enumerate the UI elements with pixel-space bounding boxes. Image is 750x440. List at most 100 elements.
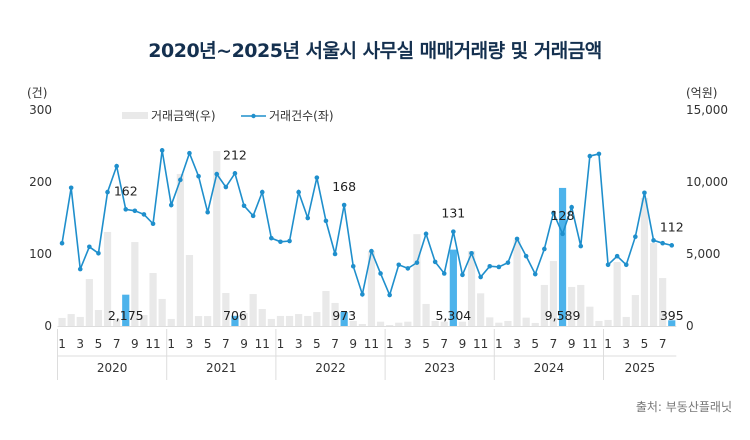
count-point xyxy=(496,264,502,270)
legend-line-label: 거래건수(좌) xyxy=(269,109,334,123)
bar xyxy=(504,320,512,326)
month-tick: 5 xyxy=(422,337,430,351)
month-tick: 11 xyxy=(473,337,488,351)
count-point xyxy=(642,190,647,196)
count-point xyxy=(232,171,238,176)
count-point xyxy=(314,175,320,180)
bar xyxy=(85,279,93,326)
count-point xyxy=(259,189,265,195)
year-label: 2025 xyxy=(625,361,656,375)
month-tick: 3 xyxy=(513,337,521,351)
bar xyxy=(204,316,212,326)
amount-label: 9,589 xyxy=(545,308,581,323)
bar xyxy=(386,324,394,326)
count-point xyxy=(59,240,65,246)
month-tick: 1 xyxy=(167,337,175,351)
count-point xyxy=(305,215,311,221)
month-tick: 3 xyxy=(622,337,630,351)
month-tick: 7 xyxy=(331,337,339,351)
bar-highlight xyxy=(558,187,567,326)
count-point xyxy=(105,189,110,195)
count-label: 131 xyxy=(441,206,465,221)
bar xyxy=(376,321,385,326)
count-point xyxy=(514,236,520,242)
month-tick: 3 xyxy=(295,337,303,351)
bar-highlight xyxy=(668,320,676,326)
bar xyxy=(304,315,312,326)
month-tick: 11 xyxy=(582,337,597,351)
month-tick: 9 xyxy=(240,337,248,351)
month-tick: 7 xyxy=(550,337,558,351)
count-point xyxy=(341,202,347,208)
count-label: 128 xyxy=(551,208,575,223)
legend-line-marker xyxy=(251,113,256,119)
month-tick: 5 xyxy=(641,337,649,351)
bar xyxy=(404,321,412,326)
count-point xyxy=(223,184,229,190)
bar xyxy=(185,255,194,326)
count-point xyxy=(141,212,147,217)
count-point xyxy=(159,148,165,153)
month-tick: 1 xyxy=(604,337,612,351)
count-point xyxy=(214,171,220,177)
bar xyxy=(640,197,649,326)
bar xyxy=(659,278,667,326)
source-note: 출처: 부동산플래닛 xyxy=(635,400,732,414)
left-axis-unit: (건) xyxy=(27,86,47,100)
bar-highlight xyxy=(122,294,130,326)
count-point xyxy=(569,204,574,210)
bar xyxy=(595,320,603,326)
bar xyxy=(258,309,266,326)
count-point xyxy=(633,234,638,240)
month-tick: 5 xyxy=(204,337,212,351)
count-point xyxy=(123,207,129,212)
bar xyxy=(495,322,503,326)
count-point xyxy=(441,271,447,276)
amount-label: 2,175 xyxy=(108,308,144,323)
count-line xyxy=(61,150,672,298)
count-label: 168 xyxy=(332,179,356,194)
right-axis-tick: 15,000 xyxy=(686,103,728,117)
bar xyxy=(194,316,203,326)
bar xyxy=(549,261,558,326)
bar xyxy=(103,231,112,326)
bar xyxy=(486,317,494,326)
bar xyxy=(67,314,75,326)
bar xyxy=(513,240,521,326)
count-label: 112 xyxy=(660,219,684,234)
month-tick: 9 xyxy=(568,337,576,351)
month-tick: 11 xyxy=(145,337,160,351)
bar xyxy=(349,320,357,326)
month-tick: 3 xyxy=(186,337,194,351)
count-point xyxy=(241,203,247,209)
count-point xyxy=(623,262,629,268)
count-point xyxy=(396,262,402,268)
bar xyxy=(285,315,294,326)
count-point xyxy=(114,163,119,169)
month-tick: 11 xyxy=(364,337,379,351)
month-tick: 9 xyxy=(131,337,139,351)
bar xyxy=(240,313,248,326)
bar xyxy=(295,314,303,326)
month-tick: 3 xyxy=(76,337,84,351)
count-point xyxy=(196,173,201,179)
count-point xyxy=(296,189,301,195)
bar xyxy=(631,295,639,326)
bar xyxy=(458,321,467,326)
month-tick: 1 xyxy=(58,337,66,351)
month-tick: 5 xyxy=(531,337,539,351)
month-tick: 3 xyxy=(404,337,412,351)
count-point xyxy=(596,151,602,157)
left-axis-tick: 300 xyxy=(29,103,52,117)
count-point xyxy=(387,292,392,298)
count-point xyxy=(423,231,429,237)
month-tick: 5 xyxy=(95,337,103,351)
count-point xyxy=(532,271,538,277)
bar xyxy=(431,320,439,326)
bar xyxy=(149,273,157,326)
count-point xyxy=(77,266,83,272)
month-tick: 7 xyxy=(222,337,230,351)
month-tick: 9 xyxy=(459,337,467,351)
